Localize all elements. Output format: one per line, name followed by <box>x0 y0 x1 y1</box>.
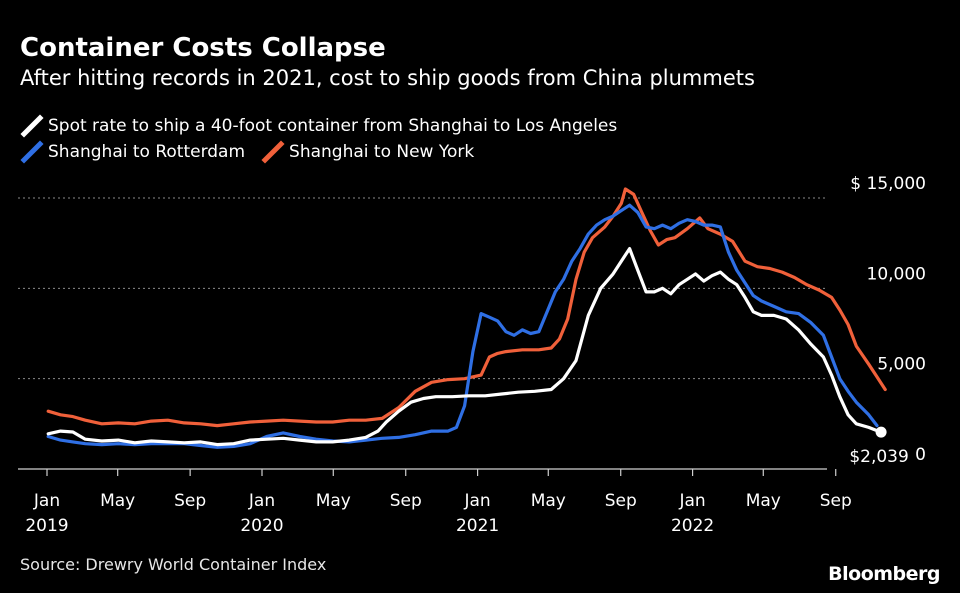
legend-item-rotterdam: Shanghai to Rotterdam <box>20 140 245 164</box>
end-value-label: $2,039 <box>849 447 908 467</box>
x-tick-label: Jan <box>463 491 490 511</box>
chart-subtitle: After hitting records in 2021, cost to s… <box>20 66 755 90</box>
x-tick-label: May <box>531 491 566 511</box>
y-tick-label: 0 <box>915 445 926 465</box>
x-tick-year-label: 2022 <box>671 516 714 536</box>
y-tick-label: 10,000 <box>867 264 926 284</box>
bloomberg-logo: Bloomberg <box>828 563 940 585</box>
x-tick-label: May <box>746 491 781 511</box>
x-tick-label: May <box>100 491 135 511</box>
legend-swatch-los-angeles <box>20 114 44 138</box>
series-line-newyork <box>46 187 887 428</box>
x-tick-year-label: 2021 <box>456 516 499 536</box>
chart-title: Container Costs Collapse <box>20 33 386 63</box>
legend-row-2: Shanghai to Rotterdam Shanghai to New Yo… <box>20 140 490 164</box>
x-tick-label: Sep <box>820 491 852 511</box>
x-tick-label: Jan <box>678 491 705 511</box>
legend-swatch-rotterdam <box>20 140 44 164</box>
legend-label-new-york: Shanghai to New York <box>289 142 475 162</box>
legend-swatch-new-york <box>261 140 285 164</box>
series-line-la <box>46 247 883 447</box>
x-tick-label: Sep <box>174 491 206 511</box>
y-tick-label: $ 15,000 <box>850 174 926 194</box>
x-tick-label: Jan <box>33 491 60 511</box>
legend-item-los-angeles: Spot rate to ship a 40-foot container fr… <box>20 114 617 138</box>
series-line-rotterdam <box>46 203 879 449</box>
legend-label-los-angeles: Spot rate to ship a 40-foot container fr… <box>48 116 618 136</box>
legend-item-new-york: Shanghai to New York <box>261 140 474 164</box>
source-note: Source: Drewry World Container Index <box>20 555 327 574</box>
y-tick-label: 5,000 <box>877 355 926 375</box>
x-tick-label: Jan <box>248 491 275 511</box>
x-tick-year-label: 2019 <box>25 516 68 536</box>
end-point-marker <box>875 426 887 438</box>
x-tick-label: Sep <box>605 491 637 511</box>
legend-label-rotterdam: Shanghai to Rotterdam <box>48 142 246 162</box>
x-tick-label: May <box>316 491 351 511</box>
x-tick-label: Sep <box>390 491 422 511</box>
legend-row-1: Spot rate to ship a 40-foot container fr… <box>20 114 633 138</box>
x-tick-year-label: 2020 <box>240 516 283 536</box>
